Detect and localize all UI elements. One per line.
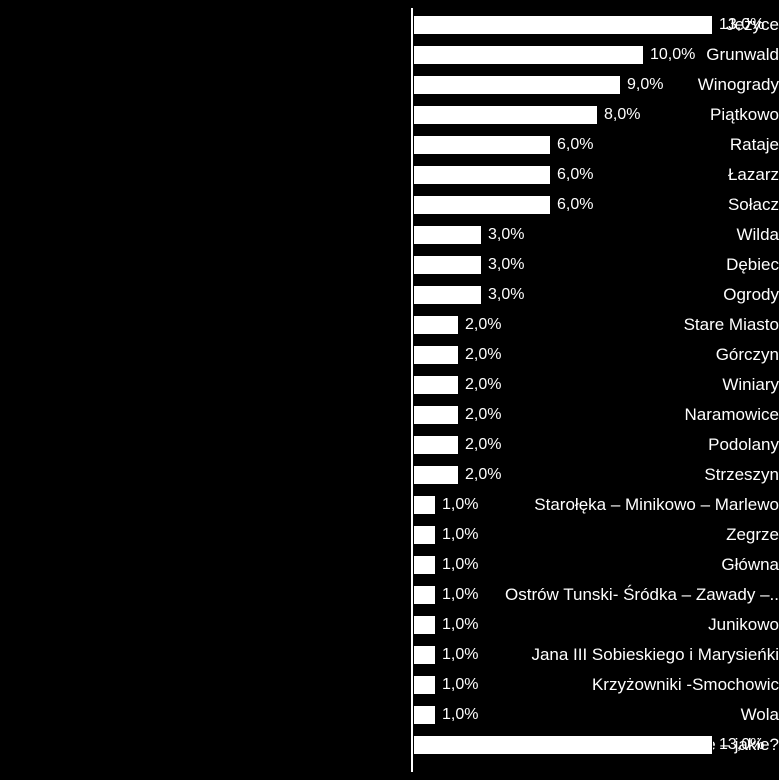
value-label: 10,0% [650,46,695,64]
chart-row: Sołacz6,0% [0,190,779,220]
bar [413,75,621,95]
value-label: 13,0% [719,736,764,754]
chart-row: Stare Miasto2,0% [0,310,779,340]
chart-row: Rataje6,0% [0,130,779,160]
chart-row: Jana III Sobieskiego i Marysieńki1,0% [0,640,779,670]
value-label: 3,0% [488,226,524,244]
value-label: 6,0% [557,196,593,214]
bar [413,255,482,275]
bar [413,345,459,365]
value-label: 1,0% [442,586,478,604]
value-label: 3,0% [488,256,524,274]
category-label: Zegrze [376,525,779,545]
value-label: 1,0% [442,556,478,574]
bar [413,585,436,605]
category-label: Krzyżowniki -Smochowic [376,675,779,695]
chart-row: Winogrady9,0% [0,70,779,100]
value-label: 6,0% [557,136,593,154]
bar [413,465,459,485]
chart-row: Główna1,0% [0,550,779,580]
chart-row: Strzeszyn2,0% [0,460,779,490]
bar [413,675,436,695]
chart-row: Ostrów Tunski- Śródka – Zawady –..1,0% [0,580,779,610]
bar [413,105,598,125]
bar [413,435,459,455]
bar [413,315,459,335]
chart-row: Junikowo1,0% [0,610,779,640]
bar [413,615,436,635]
bar [413,195,551,215]
value-label: 3,0% [488,286,524,304]
value-label: 1,0% [442,616,478,634]
chart-row: Ogrody3,0% [0,280,779,310]
category-label: Ostrów Tunski- Śródka – Zawady –.. [376,585,779,605]
chart-row: Górczyn2,0% [0,340,779,370]
chart-row: Podolany2,0% [0,430,779,460]
value-label: 2,0% [465,346,501,364]
category-label: Główna [376,555,779,575]
bar [413,165,551,185]
bar [413,405,459,425]
value-label: 6,0% [557,166,593,184]
chart-row: Piątkowo8,0% [0,100,779,130]
bar [413,285,482,305]
bar [413,375,459,395]
value-label: 1,0% [442,496,478,514]
bar [413,705,436,725]
bar-chart: Jeżyce13,0%Grunwald10,0%Winogrady9,0%Pią… [0,0,779,780]
category-label: Jana III Sobieskiego i Marysieńki [376,645,779,665]
value-label: 1,0% [442,676,478,694]
chart-row: Starołęka – Minikowo – Marlewo1,0% [0,490,779,520]
chart-row: Jeżyce13,0% [0,10,779,40]
chart-row: Łazarz6,0% [0,160,779,190]
bar [413,225,482,245]
chart-row: Naramowice2,0% [0,400,779,430]
value-label: 8,0% [604,106,640,124]
bar [413,495,436,515]
bar [413,45,644,65]
value-label: 2,0% [465,466,501,484]
chart-row: Wilda3,0% [0,220,779,250]
value-label: 2,0% [465,406,501,424]
value-label: 1,0% [442,646,478,664]
chart-row: Grunwald10,0% [0,40,779,70]
value-label: 13,0% [719,16,764,34]
bar [413,555,436,575]
value-label: 1,0% [442,526,478,544]
chart-row: Dębiec3,0% [0,250,779,280]
bar [413,15,713,35]
value-label: 1,0% [442,706,478,724]
category-label: Starołęka – Minikowo – Marlewo [376,495,779,515]
value-label: 2,0% [465,376,501,394]
bar [413,135,551,155]
category-label: Junikowo [376,615,779,635]
bar [413,645,436,665]
chart-row: Krzyżowniki -Smochowic1,0% [0,670,779,700]
chart-row: Winiary2,0% [0,370,779,400]
bar [413,735,713,755]
chart-row: Zegrze1,0% [0,520,779,550]
bar [413,525,436,545]
value-label: 2,0% [465,436,501,454]
value-label: 9,0% [627,76,663,94]
category-label: Wola [376,705,779,725]
chart-row: Inne – jakie?13,0% [0,730,779,760]
chart-row: Wola1,0% [0,700,779,730]
value-label: 2,0% [465,316,501,334]
